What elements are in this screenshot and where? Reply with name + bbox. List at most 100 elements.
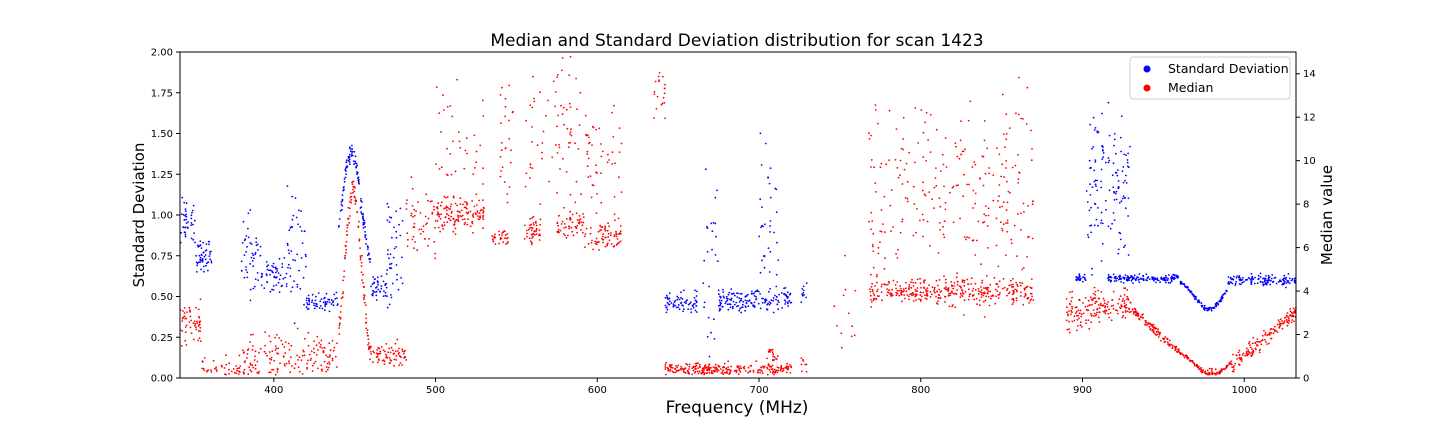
y-tick-label: 1.00 xyxy=(151,211,173,222)
data-point xyxy=(240,270,243,272)
data-point xyxy=(755,298,758,300)
data-point xyxy=(1172,273,1174,276)
data-point xyxy=(983,120,986,122)
data-point xyxy=(1129,145,1131,148)
data-point xyxy=(376,356,378,358)
data-point xyxy=(1020,117,1022,120)
data-point xyxy=(446,105,449,108)
data-point xyxy=(910,286,913,289)
data-point xyxy=(1003,286,1006,289)
data-point xyxy=(280,285,283,287)
data-point xyxy=(346,226,349,229)
legend-label-median: Median xyxy=(1168,80,1213,95)
data-point xyxy=(1031,203,1034,206)
data-point xyxy=(533,100,536,103)
data-point xyxy=(1254,276,1256,279)
data-point xyxy=(1227,276,1230,278)
data-point xyxy=(447,217,450,220)
data-point xyxy=(571,213,574,216)
data-point xyxy=(767,247,770,250)
data-point xyxy=(293,367,296,370)
data-point xyxy=(364,322,367,324)
data-point xyxy=(775,273,778,276)
data-point xyxy=(999,291,1001,294)
data-point xyxy=(906,294,909,296)
data-point xyxy=(357,178,360,181)
data-point xyxy=(934,291,936,294)
data-point xyxy=(1115,190,1118,193)
data-point xyxy=(1065,319,1068,322)
data-point xyxy=(1221,368,1223,371)
data-point xyxy=(579,91,582,94)
data-point xyxy=(557,114,559,117)
data-point xyxy=(1118,298,1121,301)
data-point xyxy=(607,222,609,225)
data-point xyxy=(499,175,502,178)
data-point xyxy=(712,366,715,368)
data-point xyxy=(1250,281,1252,284)
data-point xyxy=(278,337,281,339)
data-point xyxy=(1092,146,1095,148)
data-point xyxy=(561,113,564,116)
data-point xyxy=(390,267,393,270)
data-point xyxy=(197,329,200,332)
data-point xyxy=(694,362,697,365)
data-point xyxy=(978,304,981,307)
data-point xyxy=(315,344,318,347)
data-point xyxy=(695,305,698,307)
data-point xyxy=(1098,321,1101,323)
data-point xyxy=(768,290,770,293)
data-point xyxy=(277,281,280,284)
data-point xyxy=(1254,347,1257,350)
data-point xyxy=(888,109,891,112)
data-point xyxy=(1124,197,1127,199)
data-point xyxy=(362,218,365,221)
data-point xyxy=(525,119,527,122)
data-point xyxy=(459,146,462,149)
data-point xyxy=(1112,186,1115,189)
data-point xyxy=(899,159,902,162)
data-point xyxy=(1187,287,1190,289)
data-point xyxy=(467,211,470,214)
data-point xyxy=(715,235,717,238)
data-point xyxy=(604,236,607,239)
data-point xyxy=(1093,129,1096,131)
data-point xyxy=(951,186,954,189)
data-point xyxy=(1277,319,1280,321)
data-point xyxy=(209,258,212,260)
data-point xyxy=(303,230,306,233)
data-point xyxy=(190,237,193,240)
data-point xyxy=(1137,279,1140,281)
data-point xyxy=(665,294,668,297)
data-point xyxy=(1117,187,1120,190)
data-point xyxy=(764,223,766,226)
data-point xyxy=(739,365,742,367)
data-point xyxy=(191,211,193,214)
data-point xyxy=(601,150,604,153)
data-point xyxy=(500,142,503,144)
data-point xyxy=(574,201,577,204)
data-point xyxy=(1071,311,1073,313)
data-point xyxy=(704,168,707,171)
data-point xyxy=(1076,325,1079,327)
data-point xyxy=(609,234,612,237)
data-point xyxy=(1012,286,1014,288)
data-point xyxy=(949,191,951,194)
data-point xyxy=(313,351,316,354)
data-point xyxy=(693,372,696,374)
data-point xyxy=(1252,352,1254,355)
data-point xyxy=(1292,307,1295,310)
data-point xyxy=(616,242,619,245)
data-point xyxy=(1245,350,1248,353)
data-point xyxy=(533,97,535,100)
data-point xyxy=(1016,255,1018,257)
data-point xyxy=(365,317,367,320)
data-point xyxy=(249,263,252,265)
data-point xyxy=(385,355,388,358)
data-point xyxy=(982,294,985,297)
data-point xyxy=(442,227,445,230)
data-point xyxy=(1078,275,1081,278)
data-point xyxy=(275,284,278,286)
data-point xyxy=(901,183,904,185)
data-point xyxy=(786,301,789,303)
